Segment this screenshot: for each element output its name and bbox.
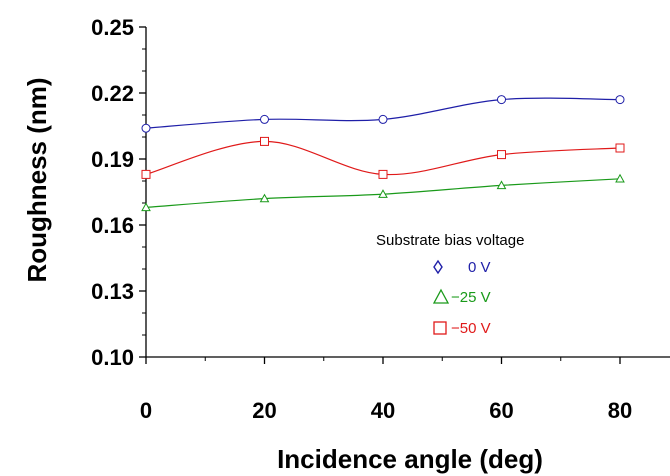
data-point [615, 173, 625, 183]
data-point [259, 193, 270, 203]
x-tick-label: 80 [608, 398, 632, 423]
legend-entry-label: 0 V [468, 259, 491, 276]
legend-title: Substrate bias voltage [376, 232, 524, 249]
y-tick-label: 0.13 [91, 279, 134, 304]
y-tick-label: 0.16 [91, 213, 134, 238]
data-point [378, 114, 388, 124]
data-point [141, 202, 151, 212]
x-tick-label: 0 [140, 398, 152, 423]
series-layer [141, 95, 625, 212]
legend-entry-label: −50 V [451, 320, 491, 337]
legend-square-marker [433, 321, 447, 335]
data-point [260, 136, 269, 146]
series-line [145, 140, 621, 176]
legend-triangle-marker [432, 288, 450, 304]
y-tick-label: 0.19 [91, 147, 134, 172]
data-point [615, 143, 625, 153]
x-tick-label: 20 [252, 398, 276, 423]
y-tick-label: 0.10 [91, 345, 134, 370]
data-point [260, 114, 269, 124]
y-axis-label: Roughness (nm) [22, 77, 52, 282]
x-tick-label: 40 [371, 398, 395, 423]
data-point [378, 169, 388, 179]
data-point [497, 95, 506, 105]
data-point [615, 95, 625, 105]
legend-entry-label: −25 V [451, 289, 491, 306]
data-point [496, 180, 507, 190]
data-point [141, 123, 151, 133]
y-tick-label: 0.25 [91, 15, 134, 40]
series-2 [141, 136, 625, 179]
series-0 [141, 95, 625, 133]
x-tick-labels: 0 20 40 60 80 [140, 398, 632, 423]
legend: Substrate bias voltage 0 V −25 V −50 V [376, 232, 524, 337]
legend-diamond-marker [433, 259, 443, 275]
y-tick-labels: 0.10 0.13 0.16 0.19 0.22 0.25 [91, 15, 134, 370]
data-point [141, 169, 151, 179]
data-point [497, 150, 506, 160]
y-tick-label: 0.22 [91, 81, 134, 106]
series-1 [141, 173, 625, 212]
chart-axes [139, 26, 670, 364]
x-tick-label: 60 [489, 398, 513, 423]
x-axis-label: Incidence angle (deg) [277, 444, 543, 474]
data-point [378, 189, 388, 198]
